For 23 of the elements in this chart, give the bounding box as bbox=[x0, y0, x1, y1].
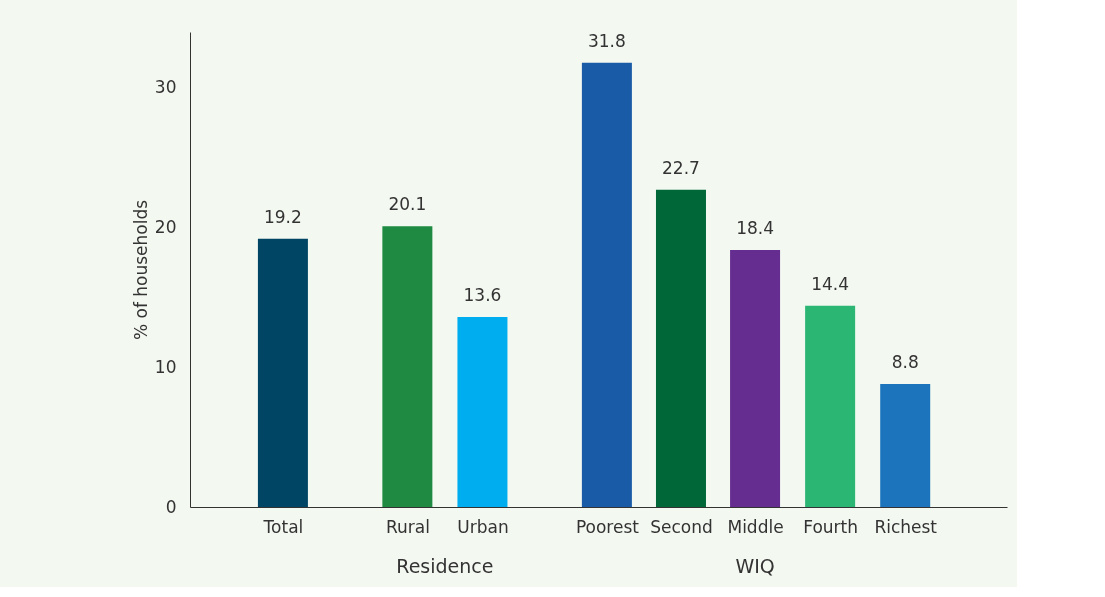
x-tick-label: Total bbox=[262, 516, 304, 537]
data-label: 19.2 bbox=[263, 206, 302, 227]
y-tick-label: 20 bbox=[154, 217, 177, 238]
x-tick-label: Richest bbox=[874, 516, 938, 537]
data-label: 14.4 bbox=[811, 273, 850, 294]
data-label: 22.7 bbox=[662, 157, 700, 178]
text: Residence bbox=[396, 555, 494, 577]
y-axis-title: % of households bbox=[130, 199, 151, 341]
data-label: 31.8 bbox=[587, 30, 626, 51]
data-label: 18.4 bbox=[736, 217, 774, 238]
x-tick-label: Middle bbox=[727, 516, 784, 537]
y-tick-label: 30 bbox=[154, 77, 177, 98]
data-label: 8.8 bbox=[891, 352, 919, 373]
text: WIQ bbox=[735, 555, 775, 577]
y-tick-label: 0 bbox=[165, 496, 177, 517]
data-label: 13.6 bbox=[463, 285, 502, 305]
y-tick-label: 10 bbox=[154, 356, 177, 377]
x-tick-label: Fourth bbox=[803, 516, 859, 537]
x-tick-label: Second bbox=[650, 516, 713, 537]
x-tick-label: Urban bbox=[457, 516, 509, 537]
x-tick-label: Poorest bbox=[575, 516, 640, 537]
x-tick-label: Rural bbox=[385, 516, 430, 537]
data-label: 20.1 bbox=[388, 194, 427, 215]
